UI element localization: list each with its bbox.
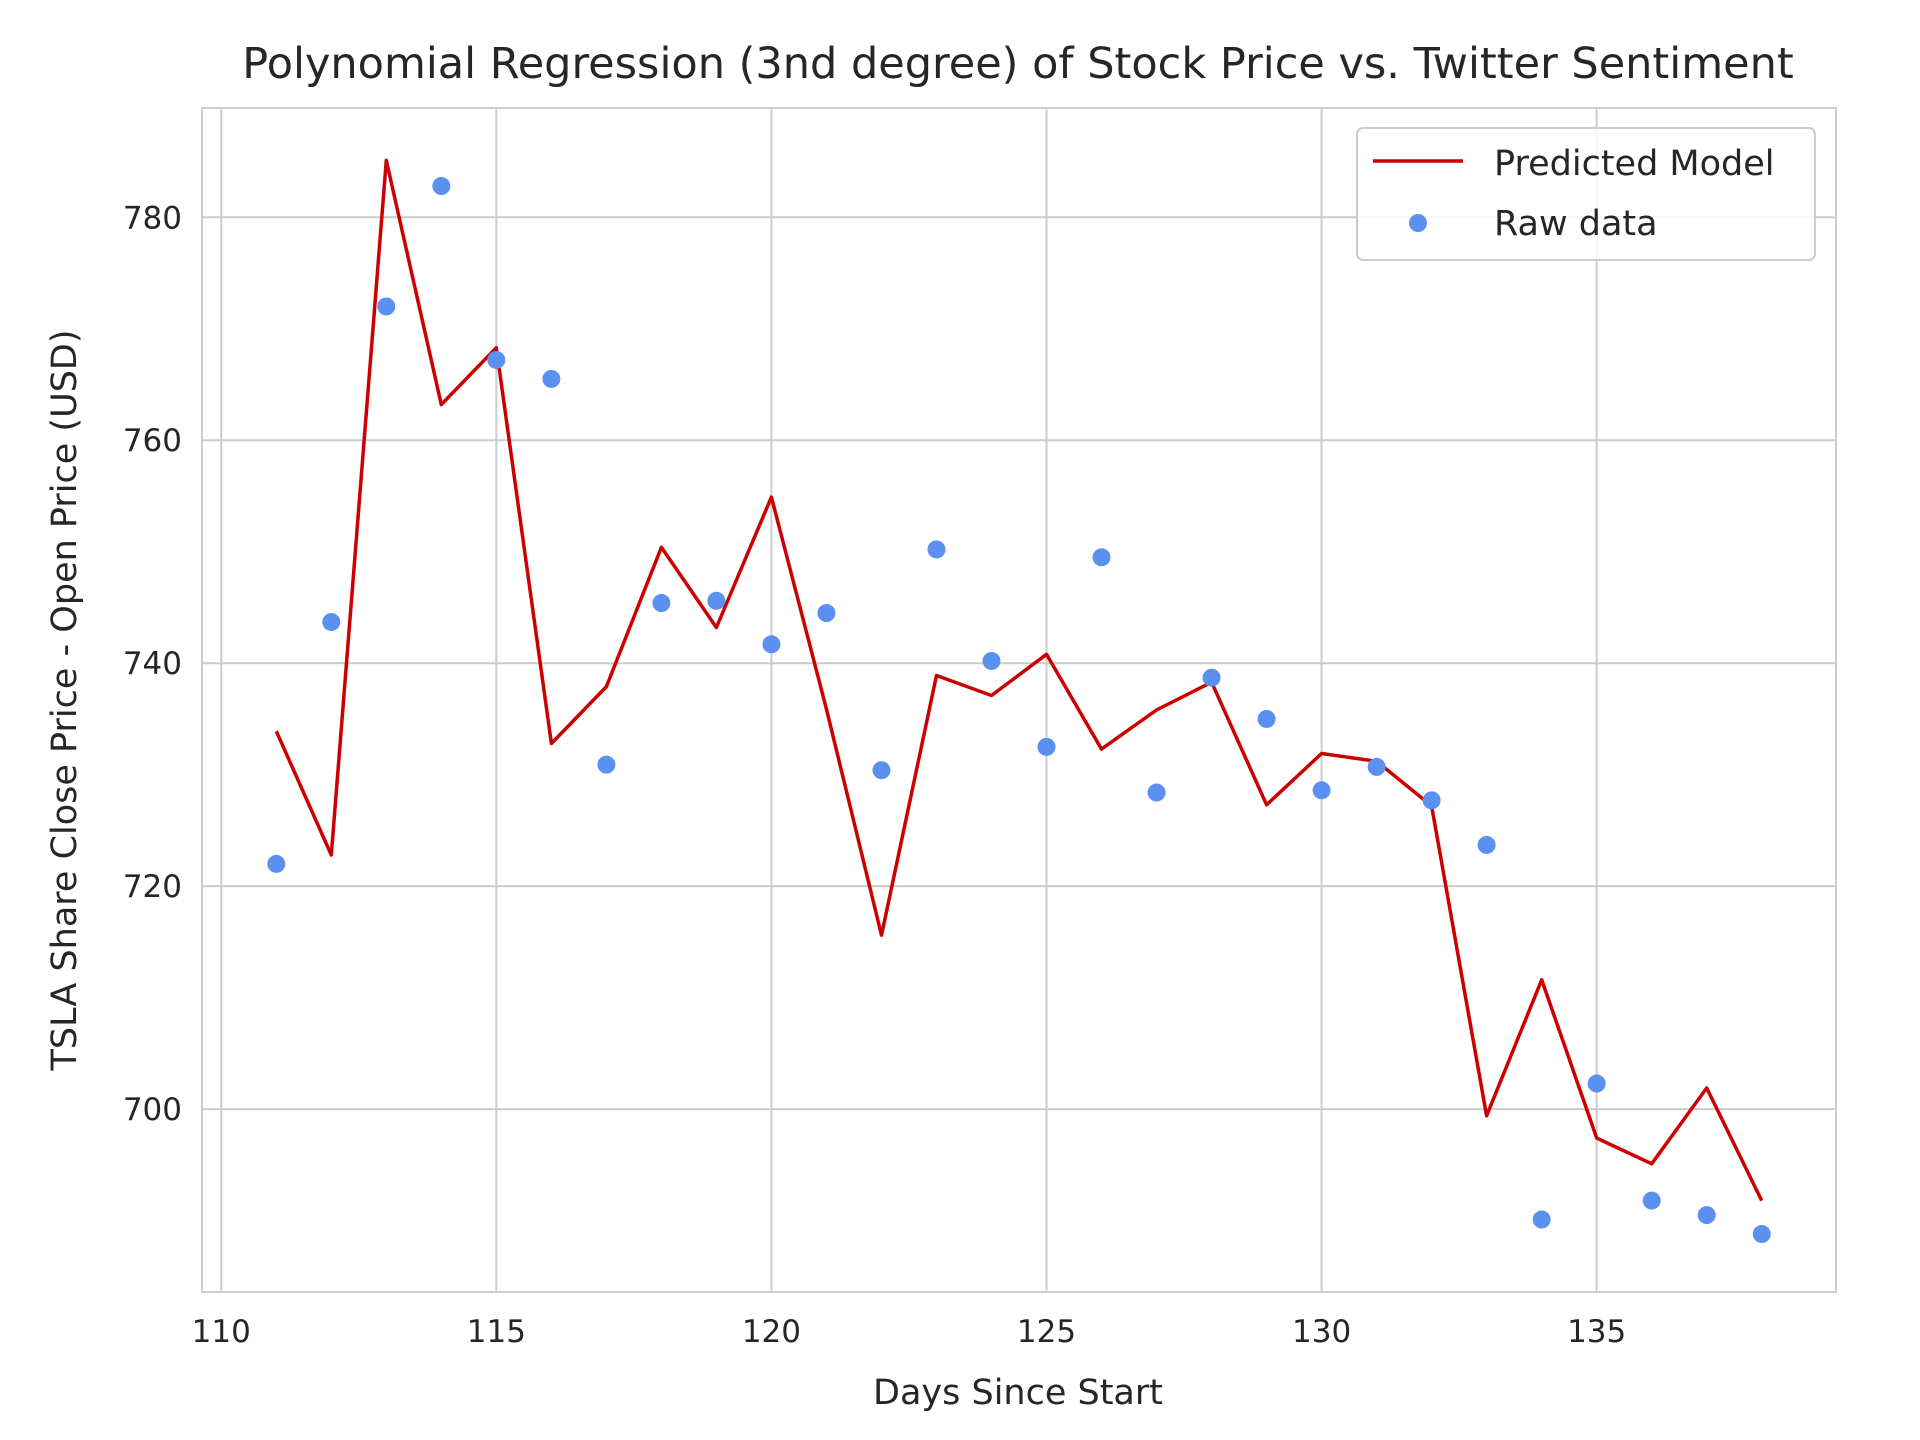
x-tick-label: 135 — [1567, 1314, 1626, 1350]
raw-data-point — [872, 761, 891, 780]
raw-data-point — [1477, 835, 1496, 854]
raw-data-point — [1642, 1191, 1661, 1210]
legend: Predicted Model Raw data — [1356, 127, 1816, 261]
raw-data-point — [1752, 1225, 1771, 1244]
predicted-model-layer — [274, 158, 1764, 1202]
plot-frame — [201, 107, 1837, 1293]
legend-label-raw-data: Raw data — [1494, 204, 1658, 244]
y-tick-label: 780 — [123, 200, 182, 236]
raw-data-point — [432, 177, 451, 196]
raw-data-point — [1532, 1210, 1551, 1229]
legend-label-predicted-model: Predicted Model — [1494, 144, 1775, 184]
raw-data-point — [1092, 548, 1111, 567]
grid — [202, 108, 1836, 1292]
raw-data-point — [817, 604, 836, 623]
raw-data-point — [487, 350, 506, 369]
y-axis-label: TSLA Share Close Price - Open Price (USD… — [45, 329, 85, 1071]
raw-data-point — [652, 594, 671, 613]
raw-data-point — [1367, 757, 1386, 776]
x-axis-label: Days Since Start — [873, 1373, 1163, 1413]
raw-data-point — [762, 635, 781, 654]
raw-data-point — [1202, 668, 1221, 687]
raw-data-point — [1587, 1074, 1606, 1093]
y-tick-label: 740 — [123, 646, 182, 682]
raw-data-point — [267, 854, 286, 873]
raw-data-point — [1422, 791, 1441, 810]
raw-data-point — [1147, 783, 1166, 802]
legend-dot-swatch — [1409, 214, 1427, 232]
raw-data-layer — [267, 177, 1771, 1244]
tick-labels: 110 115 120 125 130 135 700 720 740 760 780 — [123, 200, 1626, 1350]
x-tick-label: 115 — [467, 1314, 526, 1350]
x-tick-label: 110 — [192, 1314, 251, 1350]
x-tick-label: 125 — [1017, 1314, 1076, 1350]
raw-data-point — [982, 651, 1001, 670]
legend-box — [1356, 127, 1816, 261]
x-tick-label: 120 — [742, 1314, 801, 1350]
raw-data-point — [1257, 709, 1276, 728]
raw-data-point — [927, 540, 946, 559]
y-tick-label: 700 — [123, 1092, 182, 1128]
x-tick-label: 130 — [1292, 1314, 1351, 1350]
raw-data-point — [1037, 737, 1056, 756]
raw-data-point — [597, 755, 616, 774]
raw-data-point — [542, 369, 561, 388]
raw-data-point — [322, 612, 341, 631]
raw-data-point — [1312, 781, 1331, 800]
predicted-model-line — [274, 158, 1764, 1202]
raw-data-point — [1697, 1206, 1716, 1225]
y-tick-label: 760 — [123, 423, 182, 459]
y-tick-label: 720 — [123, 869, 182, 905]
raw-data-point — [377, 297, 396, 316]
raw-data-point — [707, 591, 726, 610]
chart-title: Polynomial Regression (3nd degree) of St… — [242, 39, 1793, 89]
